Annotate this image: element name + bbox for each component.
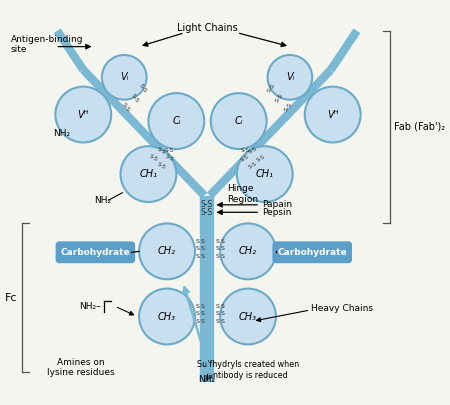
Text: S: S bbox=[196, 304, 200, 309]
Text: Pepsin: Pepsin bbox=[262, 208, 291, 217]
Text: S: S bbox=[196, 319, 200, 324]
Text: Vᴴ: Vᴴ bbox=[78, 110, 89, 119]
Text: Cₗ: Cₗ bbox=[172, 116, 180, 126]
Text: S-S: S-S bbox=[130, 92, 140, 103]
Text: CH₂: CH₂ bbox=[239, 246, 257, 256]
Text: S-S: S-S bbox=[164, 148, 173, 153]
Text: Heavy Chains: Heavy Chains bbox=[311, 304, 374, 313]
Text: S: S bbox=[216, 304, 219, 309]
Circle shape bbox=[121, 146, 176, 202]
Text: S-S: S-S bbox=[283, 102, 293, 113]
Text: Amines on
lysine residues: Amines on lysine residues bbox=[47, 358, 114, 377]
Text: S: S bbox=[201, 239, 204, 244]
Text: Antigen-binding
site: Antigen-binding site bbox=[11, 34, 83, 54]
Text: S: S bbox=[221, 311, 225, 316]
Text: S: S bbox=[201, 254, 204, 258]
Text: S-S: S-S bbox=[275, 92, 284, 103]
Text: NH₂–: NH₂– bbox=[79, 302, 101, 311]
Text: Carbohydrate: Carbohydrate bbox=[61, 248, 130, 257]
Text: S: S bbox=[221, 246, 225, 251]
Text: S-S: S-S bbox=[240, 154, 250, 163]
Text: Vᴴ: Vᴴ bbox=[327, 110, 338, 119]
Text: Sulfhydryls created when
antibody is reduced: Sulfhydryls created when antibody is red… bbox=[197, 360, 299, 380]
Text: S: S bbox=[196, 311, 200, 316]
Circle shape bbox=[55, 87, 111, 143]
Text: S: S bbox=[216, 246, 219, 251]
Circle shape bbox=[220, 289, 276, 344]
Text: S-S: S-S bbox=[156, 147, 166, 155]
Text: S: S bbox=[216, 254, 219, 258]
Text: CH₃: CH₃ bbox=[239, 311, 257, 322]
Text: NH₂: NH₂ bbox=[94, 196, 112, 205]
Text: S: S bbox=[201, 304, 204, 309]
Text: S-S: S-S bbox=[201, 200, 213, 209]
Circle shape bbox=[148, 93, 204, 149]
Text: CH₁: CH₁ bbox=[256, 169, 274, 179]
Text: Light Chains: Light Chains bbox=[177, 23, 238, 33]
Text: S-S: S-S bbox=[248, 147, 258, 155]
Text: S: S bbox=[221, 304, 225, 309]
Text: NH₂: NH₂ bbox=[54, 129, 71, 138]
Text: S: S bbox=[196, 246, 200, 251]
Text: S: S bbox=[216, 319, 219, 324]
Text: S-S: S-S bbox=[248, 161, 258, 170]
Text: S-S: S-S bbox=[201, 208, 213, 217]
Text: Vₗ: Vₗ bbox=[286, 72, 294, 82]
Text: S: S bbox=[196, 254, 200, 258]
Text: Fab (Fab')₂: Fab (Fab')₂ bbox=[394, 122, 445, 132]
Text: S-S: S-S bbox=[164, 154, 174, 163]
Text: S: S bbox=[196, 239, 200, 244]
Text: Papain: Papain bbox=[262, 200, 292, 209]
Text: Hinge
Region: Hinge Region bbox=[228, 184, 259, 204]
Text: NH₂: NH₂ bbox=[198, 375, 216, 384]
Text: S: S bbox=[201, 311, 204, 316]
Circle shape bbox=[237, 146, 292, 202]
Text: S: S bbox=[221, 319, 225, 324]
Text: Cₗ: Cₗ bbox=[234, 116, 243, 126]
FancyBboxPatch shape bbox=[56, 242, 135, 262]
Text: S: S bbox=[216, 239, 219, 244]
Text: Fc: Fc bbox=[4, 293, 17, 303]
Text: S-S: S-S bbox=[156, 161, 166, 170]
Text: S: S bbox=[221, 239, 225, 244]
Circle shape bbox=[268, 55, 312, 100]
Text: S: S bbox=[221, 254, 225, 258]
Circle shape bbox=[139, 289, 195, 344]
Text: S: S bbox=[216, 311, 219, 316]
Circle shape bbox=[139, 224, 195, 279]
Text: CH₃: CH₃ bbox=[158, 311, 176, 322]
Text: S-S: S-S bbox=[121, 102, 131, 113]
FancyBboxPatch shape bbox=[273, 242, 351, 262]
Text: CH₂: CH₂ bbox=[158, 246, 176, 256]
Text: S-S: S-S bbox=[241, 148, 250, 153]
Text: S-S: S-S bbox=[266, 83, 276, 94]
Text: S: S bbox=[201, 246, 204, 251]
Text: S: S bbox=[201, 319, 204, 324]
Text: Vₗ: Vₗ bbox=[120, 72, 128, 82]
Circle shape bbox=[305, 87, 360, 143]
Text: CH₁: CH₁ bbox=[140, 169, 158, 179]
Text: Carbohydrate: Carbohydrate bbox=[277, 248, 347, 257]
Text: S-S: S-S bbox=[148, 154, 158, 163]
Circle shape bbox=[220, 224, 276, 279]
Text: S-S: S-S bbox=[138, 83, 148, 94]
Circle shape bbox=[211, 93, 266, 149]
Circle shape bbox=[102, 55, 147, 100]
Text: S-S: S-S bbox=[256, 154, 266, 163]
